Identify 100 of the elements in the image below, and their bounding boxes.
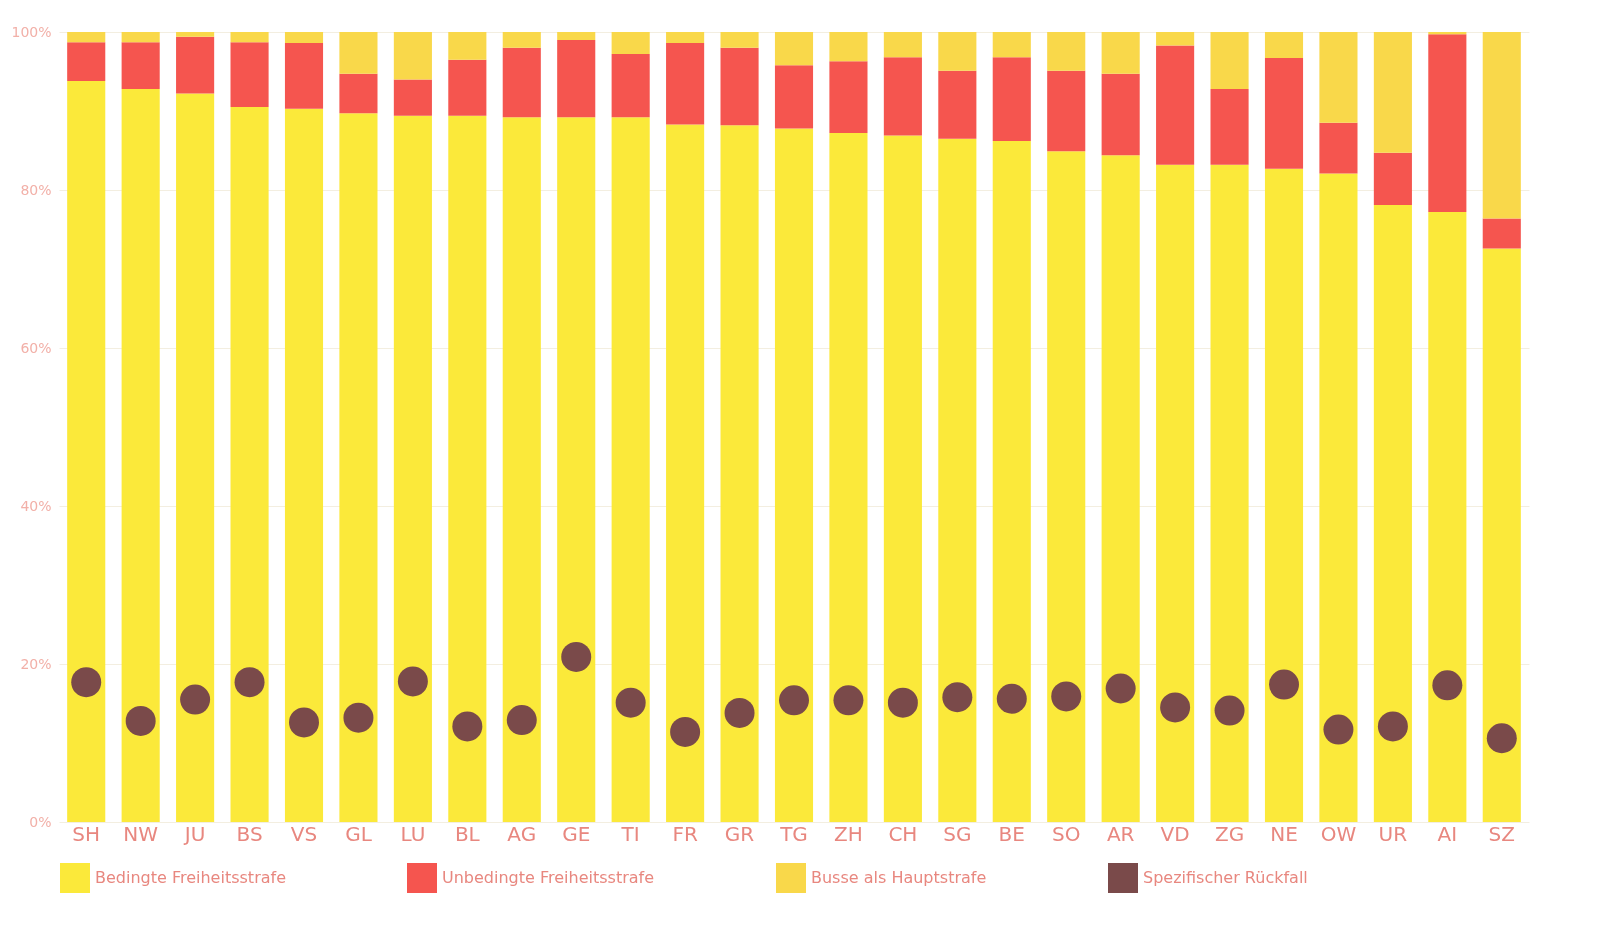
bar xyxy=(393,79,432,116)
bar xyxy=(992,141,1031,822)
point xyxy=(71,667,102,698)
x-tick-label: CH xyxy=(888,821,918,846)
point xyxy=(1432,670,1463,701)
bar xyxy=(448,32,487,60)
bar xyxy=(1047,151,1086,822)
bar xyxy=(1156,164,1195,822)
bar xyxy=(611,117,650,822)
y-tick-label: 80% xyxy=(20,181,52,198)
point xyxy=(234,667,265,698)
bar xyxy=(720,125,759,822)
x-tick-label: GR xyxy=(724,821,755,846)
bar xyxy=(557,39,596,118)
bar xyxy=(502,47,541,118)
x-tick-label: LU xyxy=(400,821,426,846)
x-tick-label: GL xyxy=(345,821,373,846)
x-tick-label: BE xyxy=(998,821,1025,846)
x-tick-label: ZH xyxy=(834,821,863,846)
bar xyxy=(1047,32,1086,71)
point xyxy=(724,698,755,728)
bar xyxy=(720,32,759,48)
bar xyxy=(829,32,868,62)
bar xyxy=(1319,32,1358,123)
bar xyxy=(611,54,650,118)
x-tick-label: TG xyxy=(779,821,808,846)
point xyxy=(1105,673,1136,704)
bar xyxy=(1264,58,1304,169)
bar xyxy=(666,124,705,822)
bar xyxy=(666,32,705,44)
x-tick-label: SH xyxy=(72,821,101,846)
bar xyxy=(67,42,106,81)
point xyxy=(1160,692,1191,723)
bar xyxy=(938,32,977,71)
x-tick-label: NE xyxy=(1270,821,1298,846)
bar xyxy=(67,32,106,43)
x-tick-label: JU xyxy=(182,821,206,846)
bar xyxy=(393,32,432,80)
point xyxy=(833,685,864,716)
bar xyxy=(230,32,269,43)
bar xyxy=(1264,168,1304,822)
legend-label: Spezifischer Rückfall xyxy=(1143,868,1308,887)
point xyxy=(1269,669,1299,700)
bar xyxy=(1101,73,1140,156)
bar xyxy=(67,80,106,822)
x-tick-label: OW xyxy=(1320,821,1357,846)
bar xyxy=(176,93,215,822)
bar xyxy=(1047,70,1086,152)
x-tick-label: SG xyxy=(943,821,972,846)
bar xyxy=(448,115,487,822)
legend-label: Busse als Hauptstrafe xyxy=(811,868,987,887)
bar xyxy=(230,107,269,822)
x-tick-label: AI xyxy=(1437,821,1458,846)
point xyxy=(779,685,809,716)
point xyxy=(670,716,701,747)
point xyxy=(1323,714,1354,745)
bar xyxy=(230,42,269,108)
bar xyxy=(121,88,160,822)
x-tick-label: AG xyxy=(507,821,537,846)
bar xyxy=(1482,32,1521,219)
point xyxy=(561,641,592,672)
bar xyxy=(1373,205,1412,822)
bar xyxy=(611,32,650,55)
bar xyxy=(502,32,541,48)
bar xyxy=(1101,155,1140,822)
x-tick-label: SO xyxy=(1052,821,1081,846)
bar xyxy=(339,32,378,74)
y-tick-label: 40% xyxy=(20,497,52,514)
x-tick-label: BL xyxy=(454,821,481,846)
point xyxy=(615,687,646,718)
bar xyxy=(284,43,324,109)
point xyxy=(343,702,374,733)
bar xyxy=(938,138,977,822)
legend-label: Bedingte Freiheitsstrafe xyxy=(95,868,286,887)
point xyxy=(1377,711,1408,742)
x-tick-label: VS xyxy=(290,821,318,846)
point xyxy=(506,705,537,736)
x-tick-label: GE xyxy=(562,821,591,846)
point xyxy=(942,682,973,713)
x-tick-label: NW xyxy=(123,821,159,846)
bar xyxy=(829,133,868,822)
bar xyxy=(1428,34,1467,213)
x-tick-label: SZ xyxy=(1488,821,1515,846)
bar xyxy=(557,32,596,40)
x-tick-label: ZG xyxy=(1214,821,1245,846)
bar xyxy=(1264,32,1304,59)
point xyxy=(887,687,918,718)
bar xyxy=(1210,32,1249,89)
point xyxy=(452,711,483,742)
bar xyxy=(284,32,324,44)
y-tick-label: 100% xyxy=(11,23,52,40)
bar xyxy=(1156,32,1195,46)
x-tick-label: AR xyxy=(1106,821,1135,846)
bar xyxy=(1210,164,1249,822)
bar xyxy=(176,36,215,94)
point xyxy=(180,684,211,715)
bar xyxy=(1210,88,1249,165)
bar xyxy=(1156,45,1195,165)
bar xyxy=(1373,152,1412,206)
bar xyxy=(883,32,922,58)
